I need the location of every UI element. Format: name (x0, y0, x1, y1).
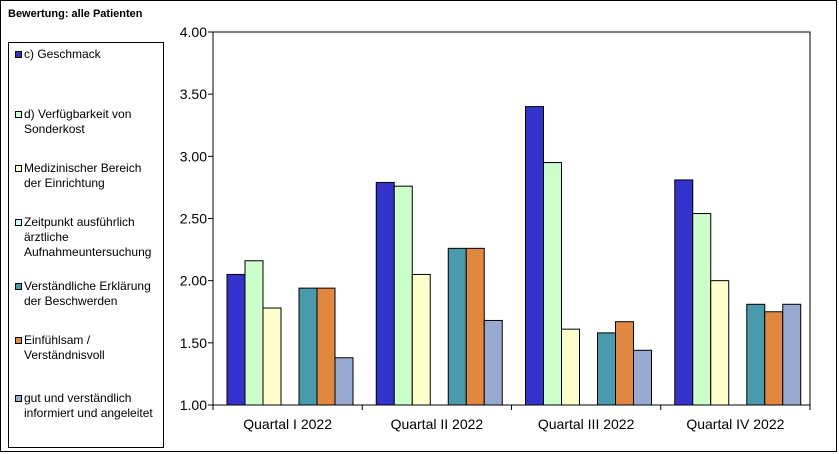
y-tick-label: 3.50 (180, 86, 207, 102)
legend-swatch (15, 283, 22, 290)
legend-swatch (15, 111, 22, 118)
bar (244, 260, 264, 406)
legend-swatch (15, 219, 22, 226)
bar (615, 321, 634, 406)
legend-label: Zeitpunkt ausführlich ärztliche Aufnahme… (24, 215, 152, 259)
bar (764, 311, 784, 406)
legend-label: gut und verständlich informiert und ange… (24, 391, 153, 420)
bar (393, 185, 413, 406)
y-tick-label: 2.50 (180, 211, 207, 227)
bar (316, 287, 336, 406)
legend-item: Verständliche Erklärung der Beschwerden (15, 279, 161, 309)
legend-item: Einfühlsam / Verständnisvoll (15, 333, 161, 363)
bar (262, 307, 282, 406)
legend-swatch (15, 51, 22, 58)
bar (692, 213, 712, 406)
x-tick-label: Quartal IV 2022 (686, 416, 784, 432)
bar (226, 273, 246, 406)
x-tick-label: Quartal II 2022 (391, 416, 484, 432)
legend-label: Medizinischer Bereich der Einrichtung (24, 161, 142, 190)
bar (465, 247, 485, 406)
chart-title: Bewertung: alle Patienten (8, 8, 143, 20)
legend-item: c) Geschmack (15, 47, 161, 62)
legend: c) Geschmack d) Verfügbarkeit von Sonderk… (8, 42, 164, 448)
bar (710, 280, 730, 406)
legend-item: gut und verständlich informiert und ange… (15, 391, 161, 421)
bar (447, 247, 467, 406)
bar (633, 349, 652, 406)
y-tick-label: 1.50 (180, 335, 207, 351)
x-tick-label: Quartal III 2022 (538, 416, 635, 432)
legend-label: c) Geschmack (24, 47, 101, 61)
bar (334, 357, 354, 406)
bar (746, 303, 766, 406)
legend-item: Zeitpunkt ausführlich ärztliche Aufnahme… (15, 215, 161, 260)
x-tick-label: Quartal I 2022 (243, 416, 332, 432)
y-tick-label: 4.00 (180, 24, 207, 40)
bar (525, 106, 544, 406)
bar (298, 287, 318, 406)
y-tick-label: 2.00 (180, 273, 207, 289)
y-tick-label: 3.00 (180, 148, 207, 164)
legend-label: Verständliche Erklärung der Beschwerden (24, 279, 151, 308)
bar (561, 328, 580, 406)
bar (782, 303, 802, 406)
legend-label: Einfühlsam / Verständnisvoll (24, 333, 105, 362)
bar (597, 332, 616, 406)
bar (411, 273, 431, 406)
bar (375, 181, 395, 406)
bar (483, 319, 503, 406)
legend-item: d) Verfügbarkeit von Sonderkost (15, 107, 161, 137)
bar (674, 179, 694, 406)
legend-label: d) Verfügbarkeit von Sonderkost (24, 107, 132, 136)
legend-swatch (15, 337, 22, 344)
y-tick-label: 1.00 (180, 397, 207, 413)
legend-item: Medizinischer Bereich der Einrichtung (15, 161, 161, 191)
bar (543, 162, 562, 406)
legend-swatch (15, 165, 22, 172)
legend-swatch (15, 395, 22, 402)
